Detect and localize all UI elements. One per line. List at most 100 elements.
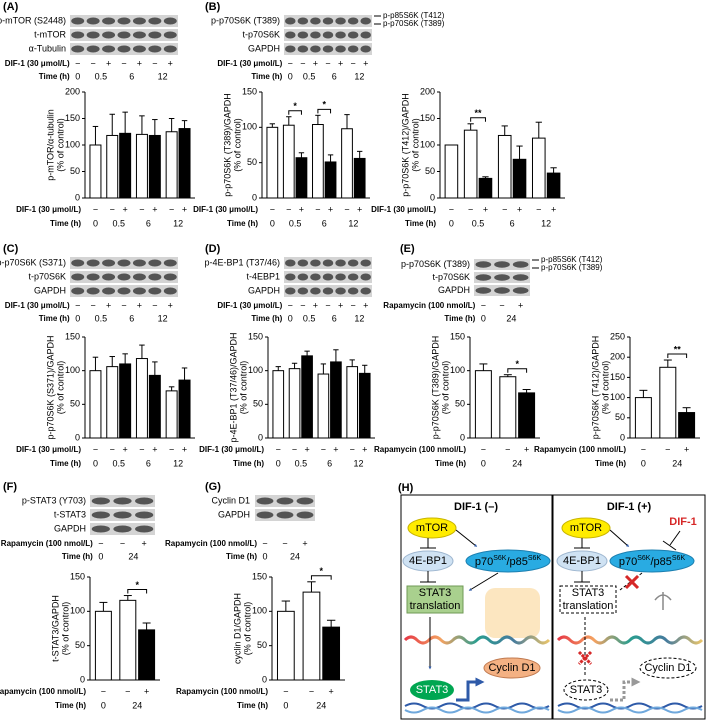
y-axis-label: t-STAT3/GAPDH: [50, 595, 60, 662]
bar: [317, 373, 330, 439]
treatment-sign: −: [91, 300, 96, 310]
y-tick-label: 150: [70, 571, 85, 581]
y-tick-label: 50: [247, 157, 257, 167]
treatment-sign: +: [338, 58, 343, 68]
node-translation: [559, 585, 617, 614]
blot-band: [297, 273, 309, 281]
diagram: (H) DIF-1 (–) mTOR 4E-BP1 p70S6K/p85S6K …: [398, 482, 706, 720]
blot-band: [285, 287, 296, 295]
bar: [94, 610, 112, 681]
label-part: S6K: [637, 555, 651, 562]
bar: [353, 157, 366, 199]
blot-row-label: p-STAT3 (Y703): [22, 495, 86, 505]
time-label: Time (h): [405, 219, 436, 228]
y-axis-label: cyclin D1/GAPDH: [232, 593, 242, 664]
bar: [659, 366, 677, 439]
y-axis-label: (% of control): [55, 361, 65, 415]
treatment-sign: −: [110, 204, 115, 214]
bar: [178, 128, 191, 199]
blot-band: [512, 261, 529, 268]
treatment-sign: −: [93, 444, 98, 454]
blot-band: [148, 45, 162, 53]
blot-band: [256, 497, 274, 505]
blot-band: [347, 287, 359, 295]
y-tick-label: 150: [65, 331, 80, 341]
y-tick-label: 50: [615, 412, 625, 422]
bar: [322, 626, 341, 681]
label-part: S6K: [493, 555, 507, 562]
panel-label: (H): [398, 482, 414, 494]
treatment-label: Rapamycin (100 nmol/L): [374, 445, 466, 454]
y-tick-label: 200: [420, 86, 435, 96]
treatment-label: Rapamycin (100 nmol/L): [383, 301, 475, 310]
y-tick-label: 100: [70, 606, 85, 616]
bar: [330, 361, 342, 439]
treatment-sign: +: [137, 300, 142, 310]
bar: [89, 144, 102, 199]
node-label: p70S6K/p85S6K: [475, 555, 542, 568]
blot-band: [310, 31, 321, 39]
y-tick-label: 50: [253, 399, 263, 409]
blot-row-label: t-mTOR: [34, 29, 66, 39]
blot-band: [113, 497, 132, 505]
blot-band: [135, 511, 154, 519]
treatment-sign: +: [142, 538, 147, 548]
time-value: 0: [481, 313, 486, 323]
blot-band: [102, 287, 116, 295]
node-label: mTOR: [416, 522, 448, 534]
blot-band: [86, 287, 100, 295]
node-label: Cyclin D1: [488, 662, 535, 674]
y-tick-label: 150: [252, 571, 267, 581]
blot-band: [360, 17, 371, 25]
treatment-sign: +: [182, 444, 187, 454]
node-stat3: [410, 680, 454, 700]
mrna: [403, 635, 551, 645]
blot-row-label: p-p70S6K (T389): [401, 259, 470, 269]
time-value: 6: [510, 218, 515, 228]
bar: [178, 379, 191, 439]
node-s6k: [465, 549, 551, 573]
blot-band: [512, 287, 529, 294]
treatment-sign: +: [152, 444, 157, 454]
time-value: 6: [332, 71, 337, 81]
y-axis-label: p-4E-BP1 (T37/46)/GAPDH: [228, 332, 238, 442]
blot-band: [335, 273, 346, 281]
time-value: 0.5: [112, 458, 125, 468]
y-tick-label: 250: [610, 331, 625, 341]
label-part: /p85: [506, 556, 527, 568]
transcription-arrow: [456, 677, 485, 702]
bar: [512, 158, 527, 199]
bar: [135, 358, 148, 439]
treatment-sign: −: [125, 686, 130, 696]
y-tick-label: 50: [70, 399, 80, 409]
blot-band: [86, 45, 100, 53]
treatment-sign: +: [524, 444, 529, 454]
blot-row-label: p-4E-BP1 (T37/46): [204, 257, 280, 267]
y-axis-label: (% of control): [410, 118, 420, 172]
treatment-sign: +: [517, 204, 522, 214]
treatment-sign: −: [505, 444, 510, 454]
time-value: 24: [128, 551, 138, 561]
y-tick-label: 50: [425, 166, 435, 176]
y-tick-label: 0: [620, 432, 625, 442]
blot-band: [335, 31, 346, 39]
node-label: translation: [410, 600, 461, 612]
treatment-sign: −: [152, 58, 157, 68]
treatment-sign: +: [123, 444, 128, 454]
y-tick-label: 0: [252, 192, 257, 202]
blot-band: [163, 259, 177, 267]
bar: [276, 610, 295, 681]
time-value: 0: [449, 218, 454, 228]
treatment-sign: +: [106, 300, 111, 310]
blot-band: [117, 259, 131, 267]
blot-band: [297, 45, 309, 53]
bar: [272, 370, 285, 439]
bar: [474, 370, 492, 439]
blot-row-label: GAPDH: [248, 43, 280, 53]
label-part: S6K: [672, 555, 686, 562]
time-value: 12: [354, 71, 364, 81]
significance-bracket: [667, 353, 688, 359]
y-axis-label: p-p70S6K (T389)/GAPDH: [222, 93, 232, 197]
bar: [634, 397, 652, 439]
time-value: 0.5: [303, 71, 316, 81]
